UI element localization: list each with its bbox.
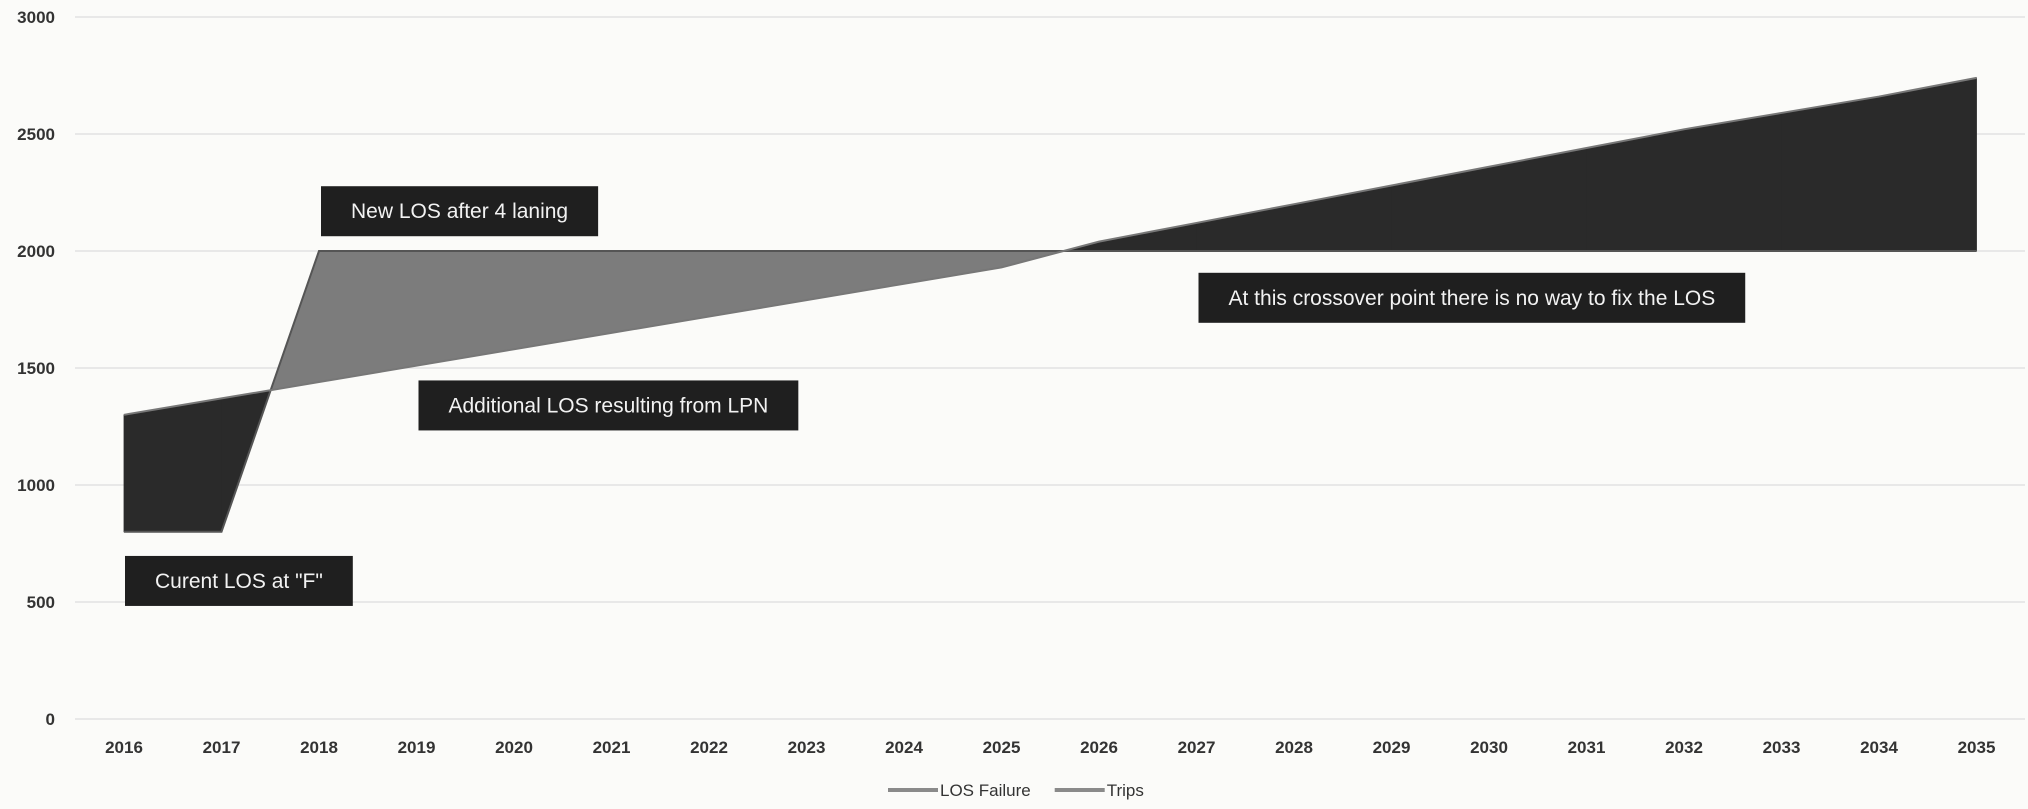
annotation-background bbox=[321, 186, 599, 237]
area-additional-los bbox=[708, 250, 807, 317]
annotation-label: At this crossover point there is no way … bbox=[1229, 287, 1716, 310]
x-tick-label: 2027 bbox=[1178, 738, 1216, 757]
area-additional-los bbox=[903, 250, 1002, 285]
y-tick-label: 0 bbox=[46, 710, 55, 729]
y-axis-ticks: 0 500 1000 1500 2000 2500 3000 bbox=[17, 8, 55, 729]
y-tick-label: 3000 bbox=[17, 8, 55, 27]
series-line-los-failure bbox=[124, 250, 1977, 533]
x-tick-label: 2035 bbox=[1958, 738, 1996, 757]
x-tick-label: 2024 bbox=[885, 738, 923, 757]
annotation-background bbox=[1198, 272, 1746, 323]
series-line-trips bbox=[123, 76, 1977, 416]
area-los-failure bbox=[1683, 112, 1782, 252]
annotations: New LOS after 4 laning At this crossover … bbox=[125, 186, 1746, 606]
area-additional-los bbox=[318, 250, 417, 383]
annotation-background bbox=[418, 380, 799, 431]
annotation-background bbox=[125, 555, 353, 606]
annotation-box: Additional LOS resulting from LPN bbox=[418, 380, 799, 431]
annotation-box: New LOS after 4 laning bbox=[321, 186, 599, 237]
annotation-box: At this crossover point there is no way … bbox=[1198, 272, 1746, 323]
y-tick-label: 2000 bbox=[17, 242, 55, 261]
x-tick-label: 2020 bbox=[495, 738, 533, 757]
x-tick-label: 2031 bbox=[1568, 738, 1606, 757]
x-tick-label: 2023 bbox=[788, 738, 826, 757]
y-tick-label: 1500 bbox=[17, 359, 55, 378]
x-tick-label: 2022 bbox=[690, 738, 728, 757]
x-tick-label: 2016 bbox=[105, 738, 143, 757]
area-additional-los bbox=[416, 250, 515, 367]
area-los-failure bbox=[1391, 166, 1490, 252]
x-tick-label: 2028 bbox=[1275, 738, 1313, 757]
legend-label: Trips bbox=[1107, 781, 1144, 800]
legend-label: LOS Failure bbox=[940, 781, 1031, 800]
x-tick-label: 2030 bbox=[1470, 738, 1508, 757]
annotation-label: Additional LOS resulting from LPN bbox=[449, 394, 769, 417]
area-los-failure bbox=[1098, 222, 1197, 252]
x-tick-label: 2025 bbox=[983, 738, 1021, 757]
x-tick-label: 2032 bbox=[1665, 738, 1703, 757]
x-tick-label: 2017 bbox=[203, 738, 241, 757]
x-axis-ticks: 2016 2017 2018 2019 2020 2021 2022 2023 2024 2025… bbox=[105, 738, 1995, 757]
x-tick-label: 2029 bbox=[1373, 738, 1411, 757]
x-tick-label: 2018 bbox=[300, 738, 338, 757]
x-tick-label: 2034 bbox=[1860, 738, 1898, 757]
annotation-label: New LOS after 4 laning bbox=[351, 200, 568, 223]
x-tick-label: 2033 bbox=[1763, 738, 1801, 757]
annotation-label: Curent LOS at "F" bbox=[155, 570, 323, 593]
area-los-failure bbox=[1196, 203, 1295, 252]
chart-lines bbox=[123, 76, 1977, 533]
area-los-failure bbox=[1586, 128, 1685, 252]
chart-areas bbox=[123, 77, 1977, 533]
annotation-box: Curent LOS at "F" bbox=[125, 555, 353, 606]
y-tick-label: 500 bbox=[27, 593, 55, 612]
y-tick-label: 1000 bbox=[17, 476, 55, 495]
legend: LOS Failure Trips bbox=[888, 781, 1144, 800]
area-los-failure bbox=[1781, 96, 1880, 252]
x-tick-label: 2019 bbox=[398, 738, 436, 757]
area-los-failure bbox=[1878, 77, 1977, 252]
y-tick-label: 2500 bbox=[17, 125, 55, 144]
x-tick-label: 2021 bbox=[593, 738, 631, 757]
area-los-failure bbox=[123, 397, 222, 533]
x-tick-label: 2026 bbox=[1080, 738, 1118, 757]
area-additional-los bbox=[611, 250, 710, 334]
